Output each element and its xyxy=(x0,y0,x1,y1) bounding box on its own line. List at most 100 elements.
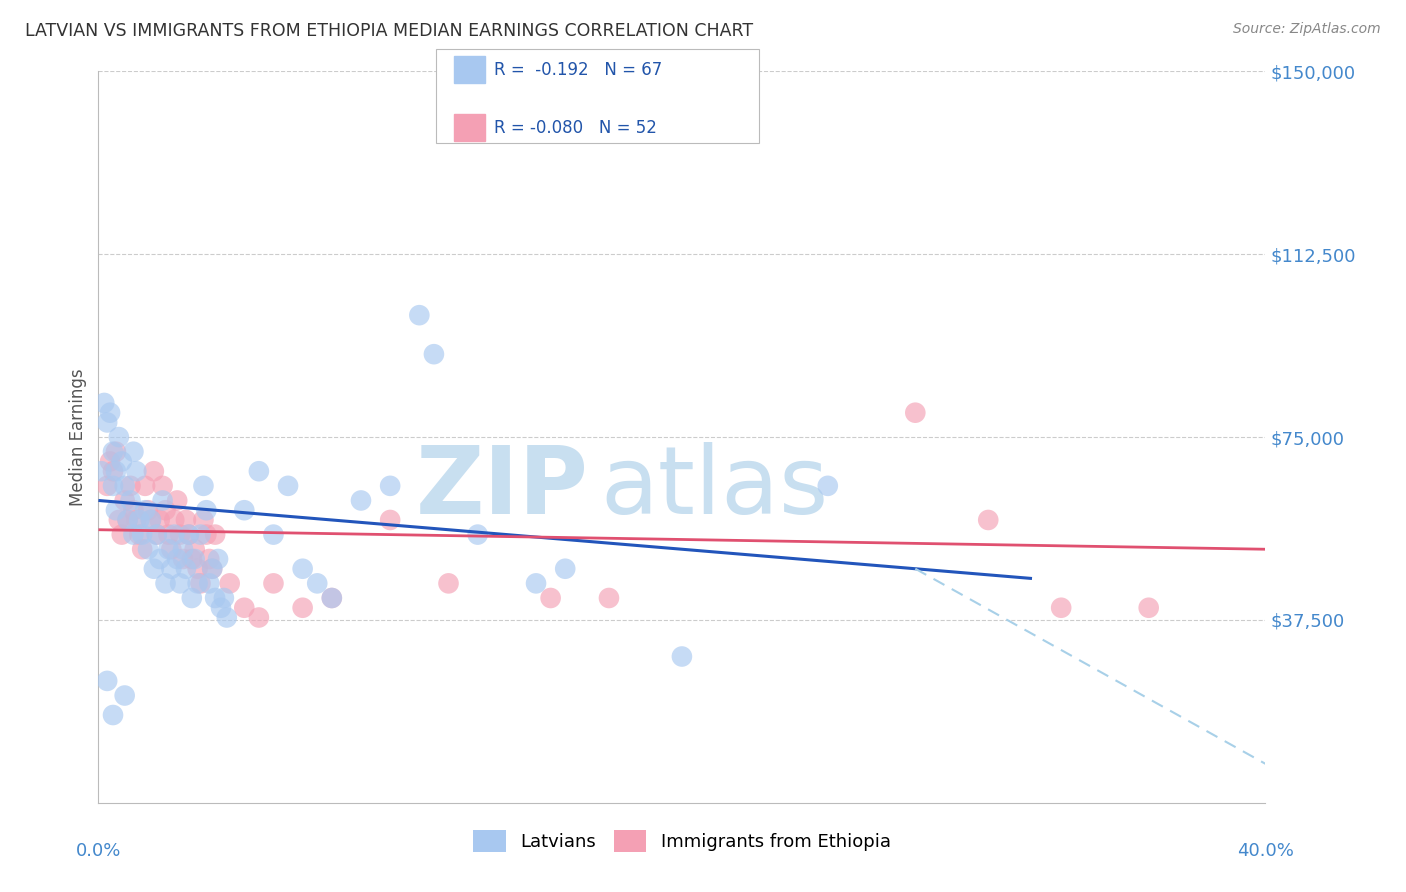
Legend: Latvians, Immigrants from Ethiopia: Latvians, Immigrants from Ethiopia xyxy=(465,823,898,860)
Point xyxy=(262,527,284,541)
Point xyxy=(125,464,148,478)
Point xyxy=(201,562,224,576)
Point xyxy=(122,503,145,517)
Point xyxy=(177,527,200,541)
Point xyxy=(131,527,153,541)
Point xyxy=(437,576,460,591)
Point xyxy=(96,416,118,430)
Text: R = -0.080   N = 52: R = -0.080 N = 52 xyxy=(494,119,657,136)
Point xyxy=(195,527,218,541)
Point xyxy=(136,542,159,557)
Point xyxy=(93,396,115,410)
Point xyxy=(136,503,159,517)
Point xyxy=(204,527,226,541)
Point xyxy=(108,513,131,527)
Point xyxy=(321,591,343,605)
Point xyxy=(177,527,200,541)
Point xyxy=(262,576,284,591)
Point xyxy=(233,503,256,517)
Text: atlas: atlas xyxy=(600,442,828,534)
Point xyxy=(120,479,142,493)
Point xyxy=(111,454,134,468)
Point xyxy=(120,493,142,508)
Text: ZIP: ZIP xyxy=(416,442,589,534)
Point xyxy=(96,673,118,688)
Point xyxy=(380,479,402,493)
Point xyxy=(212,591,235,605)
Point xyxy=(277,479,299,493)
Point xyxy=(904,406,927,420)
Point xyxy=(104,503,127,517)
Point xyxy=(187,562,209,576)
Point xyxy=(169,576,191,591)
Point xyxy=(101,479,124,493)
Point xyxy=(190,527,212,541)
Point xyxy=(139,513,162,527)
Point xyxy=(218,576,240,591)
Point xyxy=(152,479,174,493)
Point xyxy=(101,708,124,723)
Point xyxy=(350,493,373,508)
Text: LATVIAN VS IMMIGRANTS FROM ETHIOPIA MEDIAN EARNINGS CORRELATION CHART: LATVIAN VS IMMIGRANTS FROM ETHIOPIA MEDI… xyxy=(25,22,754,40)
Point xyxy=(117,513,139,527)
Point xyxy=(198,552,221,566)
Point xyxy=(134,503,156,517)
Point xyxy=(149,513,172,527)
Point xyxy=(183,552,205,566)
Point xyxy=(554,562,576,576)
Point xyxy=(163,527,186,541)
Point xyxy=(380,513,402,527)
Point xyxy=(157,527,180,541)
Point xyxy=(172,552,194,566)
Point xyxy=(157,542,180,557)
Point xyxy=(180,591,202,605)
Point xyxy=(155,576,177,591)
Point xyxy=(1050,600,1073,615)
Point xyxy=(128,513,150,527)
Point xyxy=(204,591,226,605)
Point xyxy=(166,552,188,566)
Point xyxy=(90,464,112,478)
Point xyxy=(142,562,165,576)
Point xyxy=(117,513,139,527)
Point xyxy=(125,513,148,527)
Point xyxy=(101,464,124,478)
Point xyxy=(671,649,693,664)
Point xyxy=(207,552,229,566)
Point xyxy=(98,454,121,468)
Point xyxy=(98,406,121,420)
Point xyxy=(215,610,238,624)
Text: Source: ZipAtlas.com: Source: ZipAtlas.com xyxy=(1233,22,1381,37)
Point xyxy=(108,430,131,444)
Point xyxy=(321,591,343,605)
Point xyxy=(172,542,194,557)
Point xyxy=(104,464,127,478)
Point xyxy=(155,503,177,517)
Point xyxy=(233,600,256,615)
Point xyxy=(160,562,183,576)
Point xyxy=(149,552,172,566)
Point xyxy=(540,591,562,605)
Text: 40.0%: 40.0% xyxy=(1237,842,1294,860)
Point xyxy=(174,513,197,527)
Point xyxy=(307,576,329,591)
Point xyxy=(193,513,215,527)
Point xyxy=(111,527,134,541)
Point xyxy=(247,610,270,624)
Point xyxy=(146,527,169,541)
Point xyxy=(193,479,215,493)
Point xyxy=(114,493,136,508)
Point xyxy=(131,542,153,557)
Point xyxy=(467,527,489,541)
Point xyxy=(122,444,145,458)
Point xyxy=(114,689,136,703)
Point xyxy=(247,464,270,478)
Point xyxy=(198,576,221,591)
Point xyxy=(152,493,174,508)
Point xyxy=(163,513,186,527)
Y-axis label: Median Earnings: Median Earnings xyxy=(69,368,87,506)
Point xyxy=(166,493,188,508)
Point xyxy=(187,576,209,591)
Point xyxy=(598,591,620,605)
Point xyxy=(104,444,127,458)
